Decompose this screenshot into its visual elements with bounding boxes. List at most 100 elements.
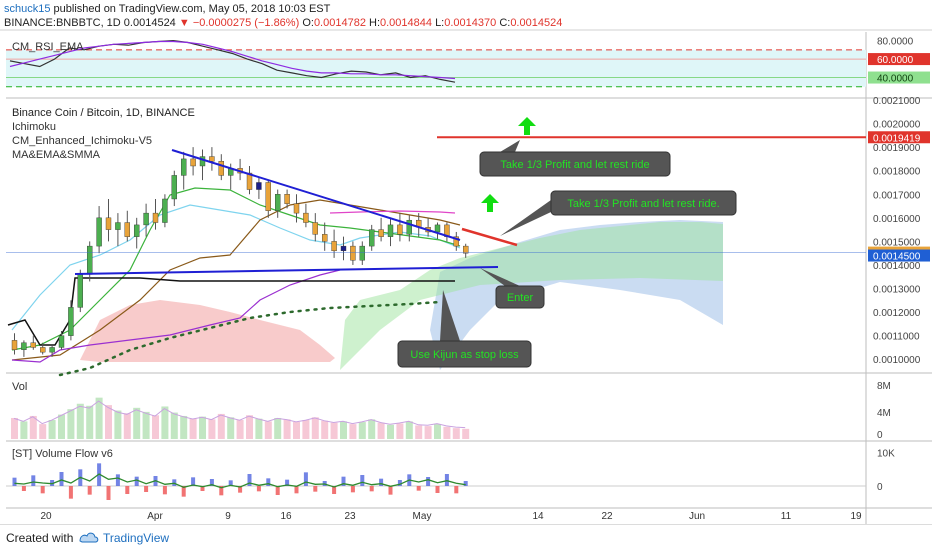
candle [350,245,356,261]
close-label: C: [499,17,511,29]
candle [40,347,46,353]
enter-callout [495,285,545,309]
candle [105,217,112,230]
flow-tick-label: 10K [877,449,895,460]
volume-bar [424,426,432,439]
volume-bar [39,424,47,439]
volume-bar [368,419,376,439]
volume-tick-label: 8M [877,381,891,392]
flow-bar [144,486,149,492]
volume-bar [20,421,28,439]
candle [256,182,262,190]
flow-bar [275,486,280,495]
volume-bar [199,416,206,439]
volume-bar [293,422,300,439]
candle [209,156,215,162]
smma-line [11,269,341,363]
flow-bar [416,486,421,491]
candle [133,224,140,237]
enhanced-ichimoku-title: CM_Enhanced_Ichimoku-V5 [12,135,153,147]
high-value: 0.0014844 [380,17,432,29]
price-tag [868,249,930,262]
rsi-tick-label: 80.0000 [877,37,914,48]
flow-bar [341,476,346,486]
candle [340,245,347,252]
volume-bar [152,415,159,439]
rsi-band-fill [6,49,866,87]
volume-bar [349,424,357,439]
flow-bar [115,474,120,486]
close-value: 0.0014524 [510,17,563,29]
time-tick-label: 16 [280,511,292,522]
flow-bar [125,486,130,494]
volume-bar [302,420,310,439]
ichimoku-cloud-red [80,300,335,362]
flow-bar [426,477,431,486]
volume-bar [86,405,94,439]
flow-bar [50,480,55,486]
volume-bar [123,413,131,439]
time-tick-label: 23 [344,511,356,522]
flow-bar [247,474,252,486]
candle [322,234,328,242]
candle [162,198,168,223]
flow-bar [209,479,214,486]
candle [434,224,441,233]
price-change: −0.0000275 (−1.86%) [192,17,300,29]
price-tick-label: 0.0018000 [873,167,921,178]
volume-bar [264,421,272,439]
flow-bar [191,477,196,486]
candle [453,236,459,247]
candle [397,224,403,235]
candle [171,175,178,200]
flow-bar [12,477,17,486]
flow-bar [379,478,384,486]
time-tick-label: Apr [147,511,163,522]
flow-bar [285,479,290,486]
profit-callout-1-text: Take 1/3 Profit and let rest ride [500,159,649,171]
created-with-text: Created with [6,531,74,545]
candle [312,222,318,235]
open-label: O: [302,17,314,29]
author-link[interactable]: schuck15 [4,3,51,15]
volume-bar [29,415,37,439]
ichimoku-cloud-green [340,222,723,370]
chart-canvas[interactable]: 80.0000 60.0000 40.0000 Take 1/3 Profit and… [0,0,932,524]
main-pane-title: Binance Coin / Bitcoin, 1D, BINANCE [12,107,195,119]
volume-ma-line [13,400,466,429]
volume-bar [283,419,291,439]
tradingview-brand[interactable]: TradingView [103,531,170,545]
flow-bar [40,486,45,494]
candle [246,172,253,190]
descending-trendline [171,149,461,241]
high-label: H: [369,17,380,29]
candle [293,203,300,214]
volume-bar [321,420,329,439]
price-tick-label: 0.0012000 [873,308,921,319]
volume-tick-label: 4M [877,408,891,419]
volume-bar [405,421,413,439]
volume-bar [189,418,197,439]
rsi-40-tag [868,71,930,84]
rsi-pane-title: CM_RSI_EMA [12,41,84,53]
candle [152,212,159,223]
flow-bar [463,481,468,486]
price-tag-text: 0.0014500 [873,252,921,263]
flow-bar [31,475,36,486]
footer-bar: Created with TradingView [0,524,932,550]
flow-bar [238,486,243,493]
price-tick-label: 0.0010000 [873,355,921,366]
flow-bar [360,475,365,486]
price-tick-label: 0.0017000 [873,190,921,201]
time-tick-label: 11 [781,511,792,522]
time-tick-label: May [413,511,432,522]
flow-bar [303,472,308,486]
publish-line: schuck15 published on TradingView.com, M… [4,3,330,15]
flow-bar [332,486,337,494]
time-tick-label: 20 [40,511,52,522]
price-tick-label: 0.0021000 [873,96,921,107]
symbol-line: BINANCE:BNBBTC, 1D 0.0014524 ▼ −0.000027… [4,17,562,29]
resistance-segment [461,227,518,247]
flow-bar [369,486,374,492]
